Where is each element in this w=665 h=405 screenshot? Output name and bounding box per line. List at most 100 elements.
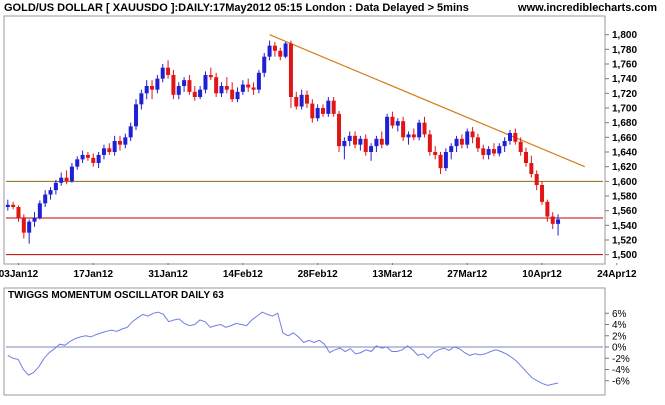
candle-body [128,126,133,138]
oscillator-y-axis: 6%4%2%0%-2%-4%-6% [605,309,630,387]
candle [11,201,16,210]
candle-body [32,218,37,222]
site-watermark: www.incrediblecharts.com [518,2,657,14]
candle-body [214,77,219,94]
date-tick-label: 13Mar12 [372,269,412,280]
date-tick-label: 27Mar12 [447,269,487,280]
candle [337,110,342,152]
price-panel-frame [3,15,606,265]
candle [48,187,53,200]
candle [475,133,480,152]
candle [59,172,64,186]
candle-body [411,134,416,138]
date-tick-label: 24Apr12 [597,269,637,280]
date-tick-label: 31Jan12 [148,269,188,280]
candle-body [11,204,16,207]
candle-body [507,132,512,141]
candle-body [43,194,48,204]
candle [438,152,443,174]
candle [524,147,529,167]
candle-body [326,100,331,114]
candle [224,77,229,94]
date-x-axis: 03Jan12 17Jan12 31Jan12 14Feb12 28Feb12 13Mar… [0,263,637,280]
candle-body [182,80,187,86]
price-tick-label: 1,800 [612,30,637,41]
candle-body [80,154,85,160]
candle-body [513,132,518,142]
price-tick-label: 1,520 [612,236,637,247]
candle-body [251,87,256,90]
candle [251,82,256,95]
candle-body [449,146,454,152]
oscillator-series [6,311,603,386]
candle-body [497,146,502,154]
candle-body [134,104,139,127]
oscillator-tick-label: -4% [612,365,630,376]
oscillator-tick-label: 2% [612,331,627,342]
candle [534,170,539,191]
candle [235,87,240,103]
candle [176,82,181,100]
candle [459,134,464,149]
candle [5,199,10,211]
candle-body [438,154,443,169]
candle [369,143,374,161]
candle [214,72,219,97]
oscillator-tick-label: 6% [612,309,627,320]
candle [374,135,379,152]
candle-body [91,157,96,163]
candle [64,170,69,185]
price-tick-label: 1,500 [612,250,637,261]
candle-body [486,149,491,155]
candle [32,212,37,227]
candle-body [401,121,406,138]
price-tick-label: 1,560 [612,206,637,217]
candle-body [5,204,10,207]
candle [21,214,26,239]
candle-body [139,93,144,105]
candle [550,212,555,229]
price-tick-label: 1,680 [612,118,637,129]
date-tick-label: 03Jan12 [0,269,39,280]
candle-body [310,103,315,119]
candle-body [278,50,283,57]
candle [278,47,283,61]
candle [556,214,561,236]
candle [411,128,416,141]
candle [85,152,90,161]
candle [123,133,128,149]
candle [182,77,187,92]
candle-body [85,154,90,158]
candle-body [427,134,432,152]
candle [128,122,133,141]
candle-body [491,149,496,154]
candle [112,135,117,156]
candle [219,82,224,97]
candle [107,143,112,155]
resistance-trendline [269,34,586,168]
candle-body [481,148,486,155]
candle [379,131,384,149]
candle [481,144,486,160]
candle-body [374,138,379,147]
candle [518,137,523,156]
candle-body [224,86,229,90]
candle-body [299,94,304,107]
candle [486,146,491,160]
candle-body [160,67,165,79]
candle [117,135,122,151]
candle-body [256,72,261,90]
candle-body [363,138,368,152]
candle [155,75,160,94]
candle-body [556,219,561,224]
candle-body [550,216,555,224]
candle-body [406,134,411,138]
candle [315,104,320,122]
candle-body [166,67,171,75]
candle [470,127,475,144]
candle [240,80,245,95]
candle [160,64,165,83]
candle [192,86,197,101]
candle-body [208,75,213,78]
candle-body [69,166,74,182]
